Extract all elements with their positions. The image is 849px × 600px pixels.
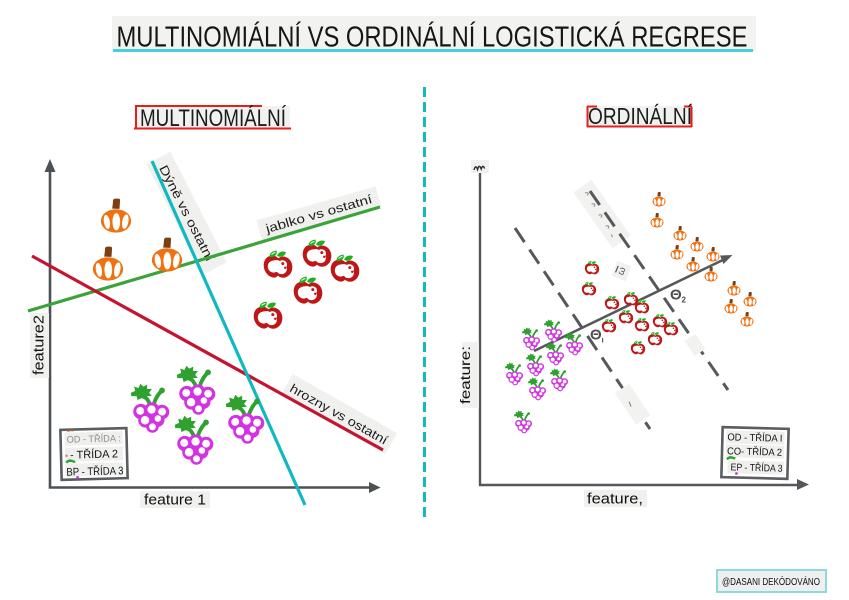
svg-text:MULTINOMIÁLNÍ VS ORDINÁLNÍ LOG: MULTINOMIÁLNÍ VS ORDINÁLNÍ LOGISTICKÁ RE… [117,22,748,54]
svg-text:2: 2 [682,296,687,305]
svg-text:feature,: feature, [587,491,643,508]
svg-text:@DASANI DEKÓDOVÁNO: @DASANI DEKÓDOVÁNO [722,575,820,588]
svg-text:hrozny vs ostatní: hrozny vs ostatní [287,381,390,448]
svg-text:feature2: feature2 [31,315,48,375]
svg-text:feature:: feature: [457,346,473,404]
svg-text:ι: ι [602,336,604,345]
svg-text:EP - TŘÍDA 3: EP - TŘÍDA 3 [730,460,783,474]
svg-text:Θ: Θ [670,287,682,304]
svg-text:BP - TŘÍDA 3: BP - TŘÍDA 3 [66,464,123,478]
svg-text:CO- TŘÍDA 2: CO- TŘÍDA 2 [727,444,783,458]
svg-text:- TŘÍDA 2: - TŘÍDA 2 [70,447,118,461]
svg-text:OD - TŘÍDA I: OD - TŘÍDA I [727,430,782,444]
svg-text:OD - TŘÍDA :: OD - TŘÍDA : [66,433,120,445]
svg-text:feature 1: feature 1 [144,492,206,509]
svg-text:Θ: Θ [590,327,602,344]
svg-text:MULTINOMIÁLNÍ: MULTINOMIÁLNÍ [140,105,286,132]
svg-text:ω: ω [615,265,628,277]
svg-text:ORDINÁLNÍ: ORDINÁLNÍ [588,103,692,129]
